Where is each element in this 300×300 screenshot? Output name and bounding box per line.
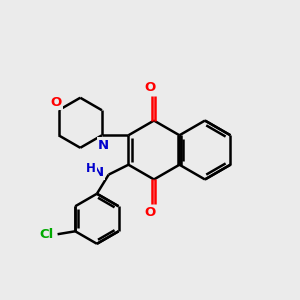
Text: O: O (144, 206, 155, 219)
Text: O: O (144, 81, 155, 94)
Text: H: H (85, 162, 95, 175)
Text: N: N (98, 139, 109, 152)
Text: Cl: Cl (39, 228, 53, 241)
Text: O: O (50, 96, 61, 109)
Text: N: N (93, 166, 104, 179)
